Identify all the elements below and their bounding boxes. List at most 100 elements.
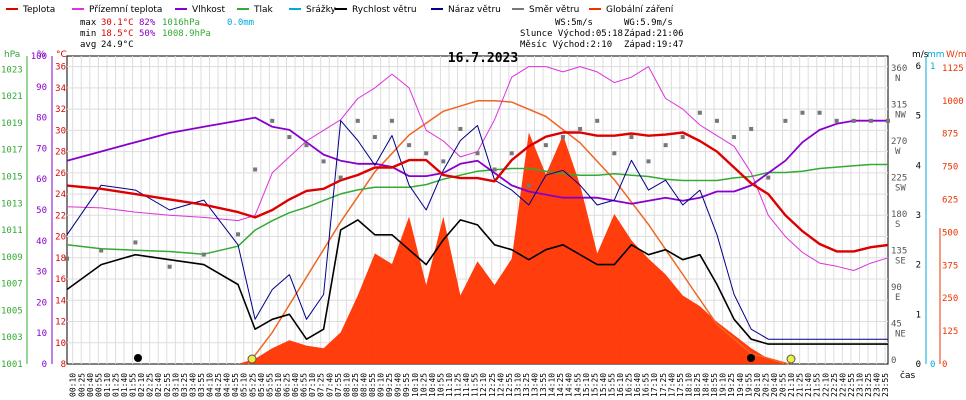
radiation-tick: 750 bbox=[942, 163, 958, 173]
rain-tick: 0 bbox=[930, 360, 935, 370]
temperature-tick: 34 bbox=[55, 84, 66, 94]
radiation-tick: 375 bbox=[942, 261, 958, 271]
humidity-tick: 30 bbox=[36, 268, 47, 278]
direction-point bbox=[783, 118, 788, 123]
x-tick-label: 06:55 bbox=[300, 373, 309, 397]
pressure-tick: 1005 bbox=[1, 306, 23, 316]
direction-point bbox=[372, 135, 377, 140]
x-tick-label: 03:10 bbox=[171, 373, 180, 397]
direction-point bbox=[304, 143, 309, 148]
humidity-tick: 90 bbox=[36, 83, 47, 93]
x-tick-label: 09:40 bbox=[394, 373, 403, 397]
pressure-line bbox=[66, 163, 888, 255]
stat-min-press: 1008.9hPa bbox=[162, 29, 211, 39]
x-tick-label: 12:40 bbox=[496, 373, 505, 397]
humidity-tick: 100 bbox=[31, 52, 47, 62]
x-tick-label: 01:10 bbox=[103, 373, 112, 397]
x-tick-label: 05:55 bbox=[265, 373, 274, 397]
x-tick-label: 02:40 bbox=[154, 373, 163, 397]
temperature-tick: 10 bbox=[55, 339, 66, 349]
direction-tick: 270 bbox=[891, 137, 907, 147]
x-tick-label: 16:10 bbox=[616, 373, 625, 397]
direction-point bbox=[236, 232, 241, 237]
direction-tick: 135 bbox=[891, 247, 907, 257]
x-tick-label: 12:25 bbox=[488, 373, 497, 397]
direction-points bbox=[65, 110, 890, 269]
temperature-tick: 22 bbox=[55, 211, 66, 221]
humidity-tick: 80 bbox=[36, 114, 47, 124]
sun-moon-markers bbox=[134, 354, 796, 364]
chart-title: 16.7.2023 bbox=[448, 51, 518, 66]
legend-label: Tlak bbox=[253, 5, 274, 15]
direction-point bbox=[99, 248, 104, 253]
direction-tick: 360 bbox=[891, 64, 907, 74]
direction-tick: 225 bbox=[891, 174, 907, 184]
x-tick-label: 11:10 bbox=[445, 373, 454, 397]
x-tick-label: 04:10 bbox=[206, 373, 215, 397]
humidity-unit: % bbox=[37, 50, 46, 60]
pressure-tick: 1023 bbox=[1, 65, 23, 75]
direction-point bbox=[270, 118, 275, 123]
radiation-tick: 875 bbox=[942, 130, 958, 140]
humidity-line bbox=[66, 116, 888, 205]
stat-max-hum: 82% bbox=[139, 18, 156, 28]
stat-max-temp: 30.1°C bbox=[101, 18, 134, 28]
direction-point bbox=[167, 264, 172, 269]
humidity-tick: 20 bbox=[36, 298, 47, 308]
direction-point bbox=[441, 159, 446, 164]
direction-point bbox=[65, 256, 69, 261]
direction-point bbox=[133, 240, 138, 245]
x-tick-label: 19:40 bbox=[736, 373, 745, 397]
legend-label: Směr větru bbox=[529, 5, 579, 15]
x-tick-label: 10:55 bbox=[436, 373, 445, 397]
x-tick-label: 04:55 bbox=[231, 373, 240, 397]
x-tick-label: 11:55 bbox=[471, 373, 480, 397]
pressure-tick: 1013 bbox=[1, 199, 23, 209]
x-tick-label: 18:10 bbox=[684, 373, 693, 397]
x-tick-label: 14:25 bbox=[556, 373, 565, 397]
radiation-tick: 500 bbox=[942, 228, 958, 238]
temperature-tick: 32 bbox=[55, 105, 66, 115]
stat-min-temp: 18.5°C bbox=[101, 29, 134, 39]
x-tick-label: 23:55 bbox=[881, 373, 890, 397]
temperature-tick: 14 bbox=[55, 296, 66, 306]
direction-point bbox=[355, 118, 360, 123]
x-tick-label: 15:10 bbox=[582, 373, 591, 397]
pressure-tick: 1017 bbox=[1, 146, 23, 156]
x-tick-label: 21:25 bbox=[796, 373, 805, 397]
radiation-tick: 250 bbox=[942, 294, 958, 304]
humidity-tick: 50 bbox=[36, 206, 47, 216]
x-tick-label: 09:25 bbox=[385, 373, 394, 397]
x-tick-label: 02:10 bbox=[137, 373, 146, 397]
direction-point bbox=[389, 118, 394, 123]
radiation-area bbox=[238, 132, 803, 364]
x-tick-label: 08:40 bbox=[359, 373, 368, 397]
x-tick-label: 10:10 bbox=[411, 373, 420, 397]
direction-point bbox=[543, 143, 548, 148]
axes: 00:10 00:25 00:40 00:55 01:10 01:25 01:40 01:55… bbox=[1, 50, 966, 397]
x-tick-label: 14:40 bbox=[565, 373, 574, 397]
wind-speed-tick: 6 bbox=[916, 62, 921, 72]
x-tick-label: 03:25 bbox=[180, 373, 189, 397]
pressure-tick: 1001 bbox=[1, 360, 23, 370]
legend-label: Náraz větru bbox=[448, 5, 501, 15]
x-tick-label: 17:55 bbox=[676, 373, 685, 397]
direction-point bbox=[680, 135, 685, 140]
stat-moon: Měsíc Východ:2:10 bbox=[520, 40, 612, 50]
direction-point bbox=[526, 183, 531, 188]
direction-point bbox=[800, 110, 805, 115]
legend-label: Srážky bbox=[306, 5, 337, 15]
x-tick-label: 18:55 bbox=[710, 373, 719, 397]
direction-point bbox=[834, 118, 839, 123]
radiation-tick: 0 bbox=[942, 360, 947, 370]
wind-speed-tick: 1 bbox=[916, 310, 921, 320]
pressure-tick: 1003 bbox=[1, 333, 23, 343]
x-tick-label: 11:40 bbox=[462, 373, 471, 397]
stat-sun: Slunce Východ:05:18 bbox=[520, 29, 623, 39]
humidity-tick: 10 bbox=[36, 329, 47, 339]
direction-point bbox=[612, 151, 617, 156]
direction-point bbox=[886, 118, 890, 123]
x-tick-label: 04:40 bbox=[223, 373, 232, 397]
direction-letter: S bbox=[895, 220, 900, 230]
